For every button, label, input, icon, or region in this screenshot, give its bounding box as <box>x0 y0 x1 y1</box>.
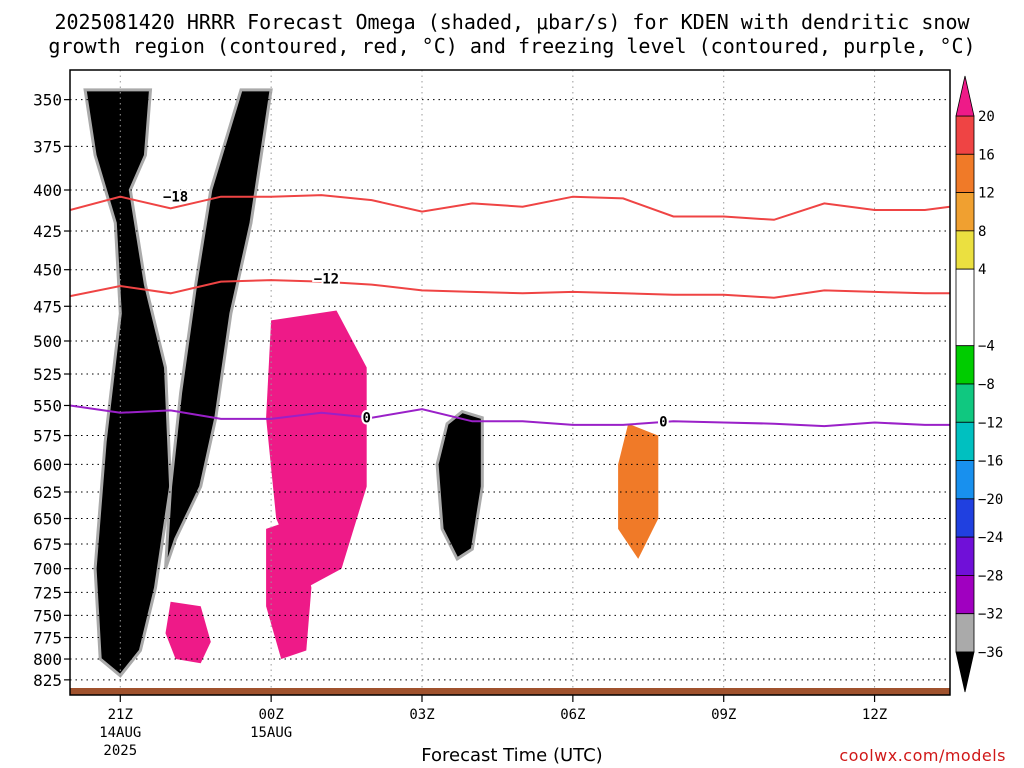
y-tick-label-800: 800 <box>33 650 62 669</box>
y-tick-label-625: 625 <box>33 483 62 502</box>
y-tick-label-550: 550 <box>33 396 62 415</box>
y-tick-label-725: 725 <box>33 583 62 602</box>
colorbar-band-4 <box>955 268 975 347</box>
y-tick-label-500: 500 <box>33 332 62 351</box>
x-tick-label-03Z: 03Z <box>409 707 434 723</box>
colorbar-label-13: −36 <box>978 645 1003 661</box>
colorbar-band-7 <box>955 421 975 461</box>
colorbar-label-10: −24 <box>978 530 1003 546</box>
contour-label-3: 0 <box>659 414 667 430</box>
chart-title-line-2: growth region (contoured, red, °C) and f… <box>48 34 976 58</box>
contour-line-0 <box>70 194 950 221</box>
x-tick-label-00Z: 00Z <box>258 707 283 723</box>
contour-label-1: −12 <box>314 272 339 288</box>
shaded-region-descent-orange-0730z <box>618 423 659 559</box>
contour-line-1 <box>70 279 950 299</box>
colorbar-label-9: −20 <box>978 492 1003 508</box>
colorbar-band-12 <box>955 613 975 653</box>
shaded-region-descent-pink-small <box>165 601 211 664</box>
colorbar-label-4: 4 <box>978 262 986 278</box>
colorbar-band-8 <box>955 460 975 500</box>
y-tick-label-575: 575 <box>33 427 62 446</box>
colorbar-label-3: 8 <box>978 224 986 240</box>
colorbar-label-6: −8 <box>978 377 995 393</box>
terrain-surface-band <box>70 688 950 695</box>
x-tick-label-09Z: 09Z <box>711 707 736 723</box>
y-tick-label-400: 400 <box>33 181 62 200</box>
shaded-region-strong-ascent-core-west <box>83 88 173 678</box>
colorbar-label-0: 20 <box>978 109 995 125</box>
x-axis-label: Forecast Time (UTC) <box>421 745 603 766</box>
colorbar-band-1 <box>955 153 975 193</box>
colorbar-band-9 <box>955 498 975 538</box>
y-tick-label-600: 600 <box>33 455 62 474</box>
y-tick-label-650: 650 <box>33 510 62 529</box>
contour-line-2 <box>70 404 950 428</box>
y-tick-label-775: 775 <box>33 629 62 648</box>
colorbar-max-arrow <box>955 75 975 117</box>
x-tick-label-06Z: 06Z <box>560 707 585 723</box>
shaded-region-strong-ascent-core-east <box>164 88 273 570</box>
contour-label-2: 0 <box>362 411 370 427</box>
colorbar-label-1: 16 <box>978 147 995 163</box>
y-tick-label-425: 425 <box>33 222 62 241</box>
y-tick-label-375: 375 <box>33 137 62 156</box>
contour-label-0: −18 <box>163 190 188 206</box>
colorbar-band-11 <box>955 575 975 615</box>
y-tick-label-825: 825 <box>33 671 62 690</box>
colorbar-band-10 <box>955 536 975 576</box>
y-tick-label-750: 750 <box>33 606 62 625</box>
colorbar-label-2: 12 <box>978 186 995 202</box>
x-tick-label-12Z: 12Z <box>862 707 887 723</box>
colorbar-band-6 <box>955 383 975 423</box>
x-tick-date-21Z: 14AUG <box>99 725 141 741</box>
colorbar-band-0 <box>955 115 975 155</box>
x-tick-year-21Z: 2025 <box>103 743 137 759</box>
x-tick-date-00Z: 15AUG <box>250 725 292 741</box>
colorbar-band-2 <box>955 192 975 232</box>
shaded-region-descent-pink-lower <box>266 518 312 659</box>
colorbar-label-11: −28 <box>978 568 1003 584</box>
colorbar-label-12: −32 <box>978 607 1003 623</box>
x-tick-label-21Z: 21Z <box>108 707 133 723</box>
colorbar-band-5 <box>955 345 975 385</box>
colorbar-label-5: −4 <box>978 339 995 355</box>
chart-title-line-1: 2025081420 HRRR Forecast Omega (shaded, … <box>54 10 970 34</box>
y-tick-label-475: 475 <box>33 297 62 316</box>
y-tick-label-450: 450 <box>33 261 62 280</box>
y-tick-label-350: 350 <box>33 91 62 110</box>
plot-frame <box>69 69 951 696</box>
colorbar-min-arrow <box>955 651 975 693</box>
colorbar-band-3 <box>955 230 975 270</box>
y-tick-label-700: 700 <box>33 560 62 579</box>
colorbar-label-7: −12 <box>978 415 1003 431</box>
y-tick-label-525: 525 <box>33 365 62 384</box>
site-credit: coolwx.com/models <box>839 746 1006 765</box>
colorbar-label-8: −16 <box>978 454 1003 470</box>
y-tick-label-675: 675 <box>33 535 62 554</box>
shaded-region-ascent-core-03z <box>435 409 484 562</box>
